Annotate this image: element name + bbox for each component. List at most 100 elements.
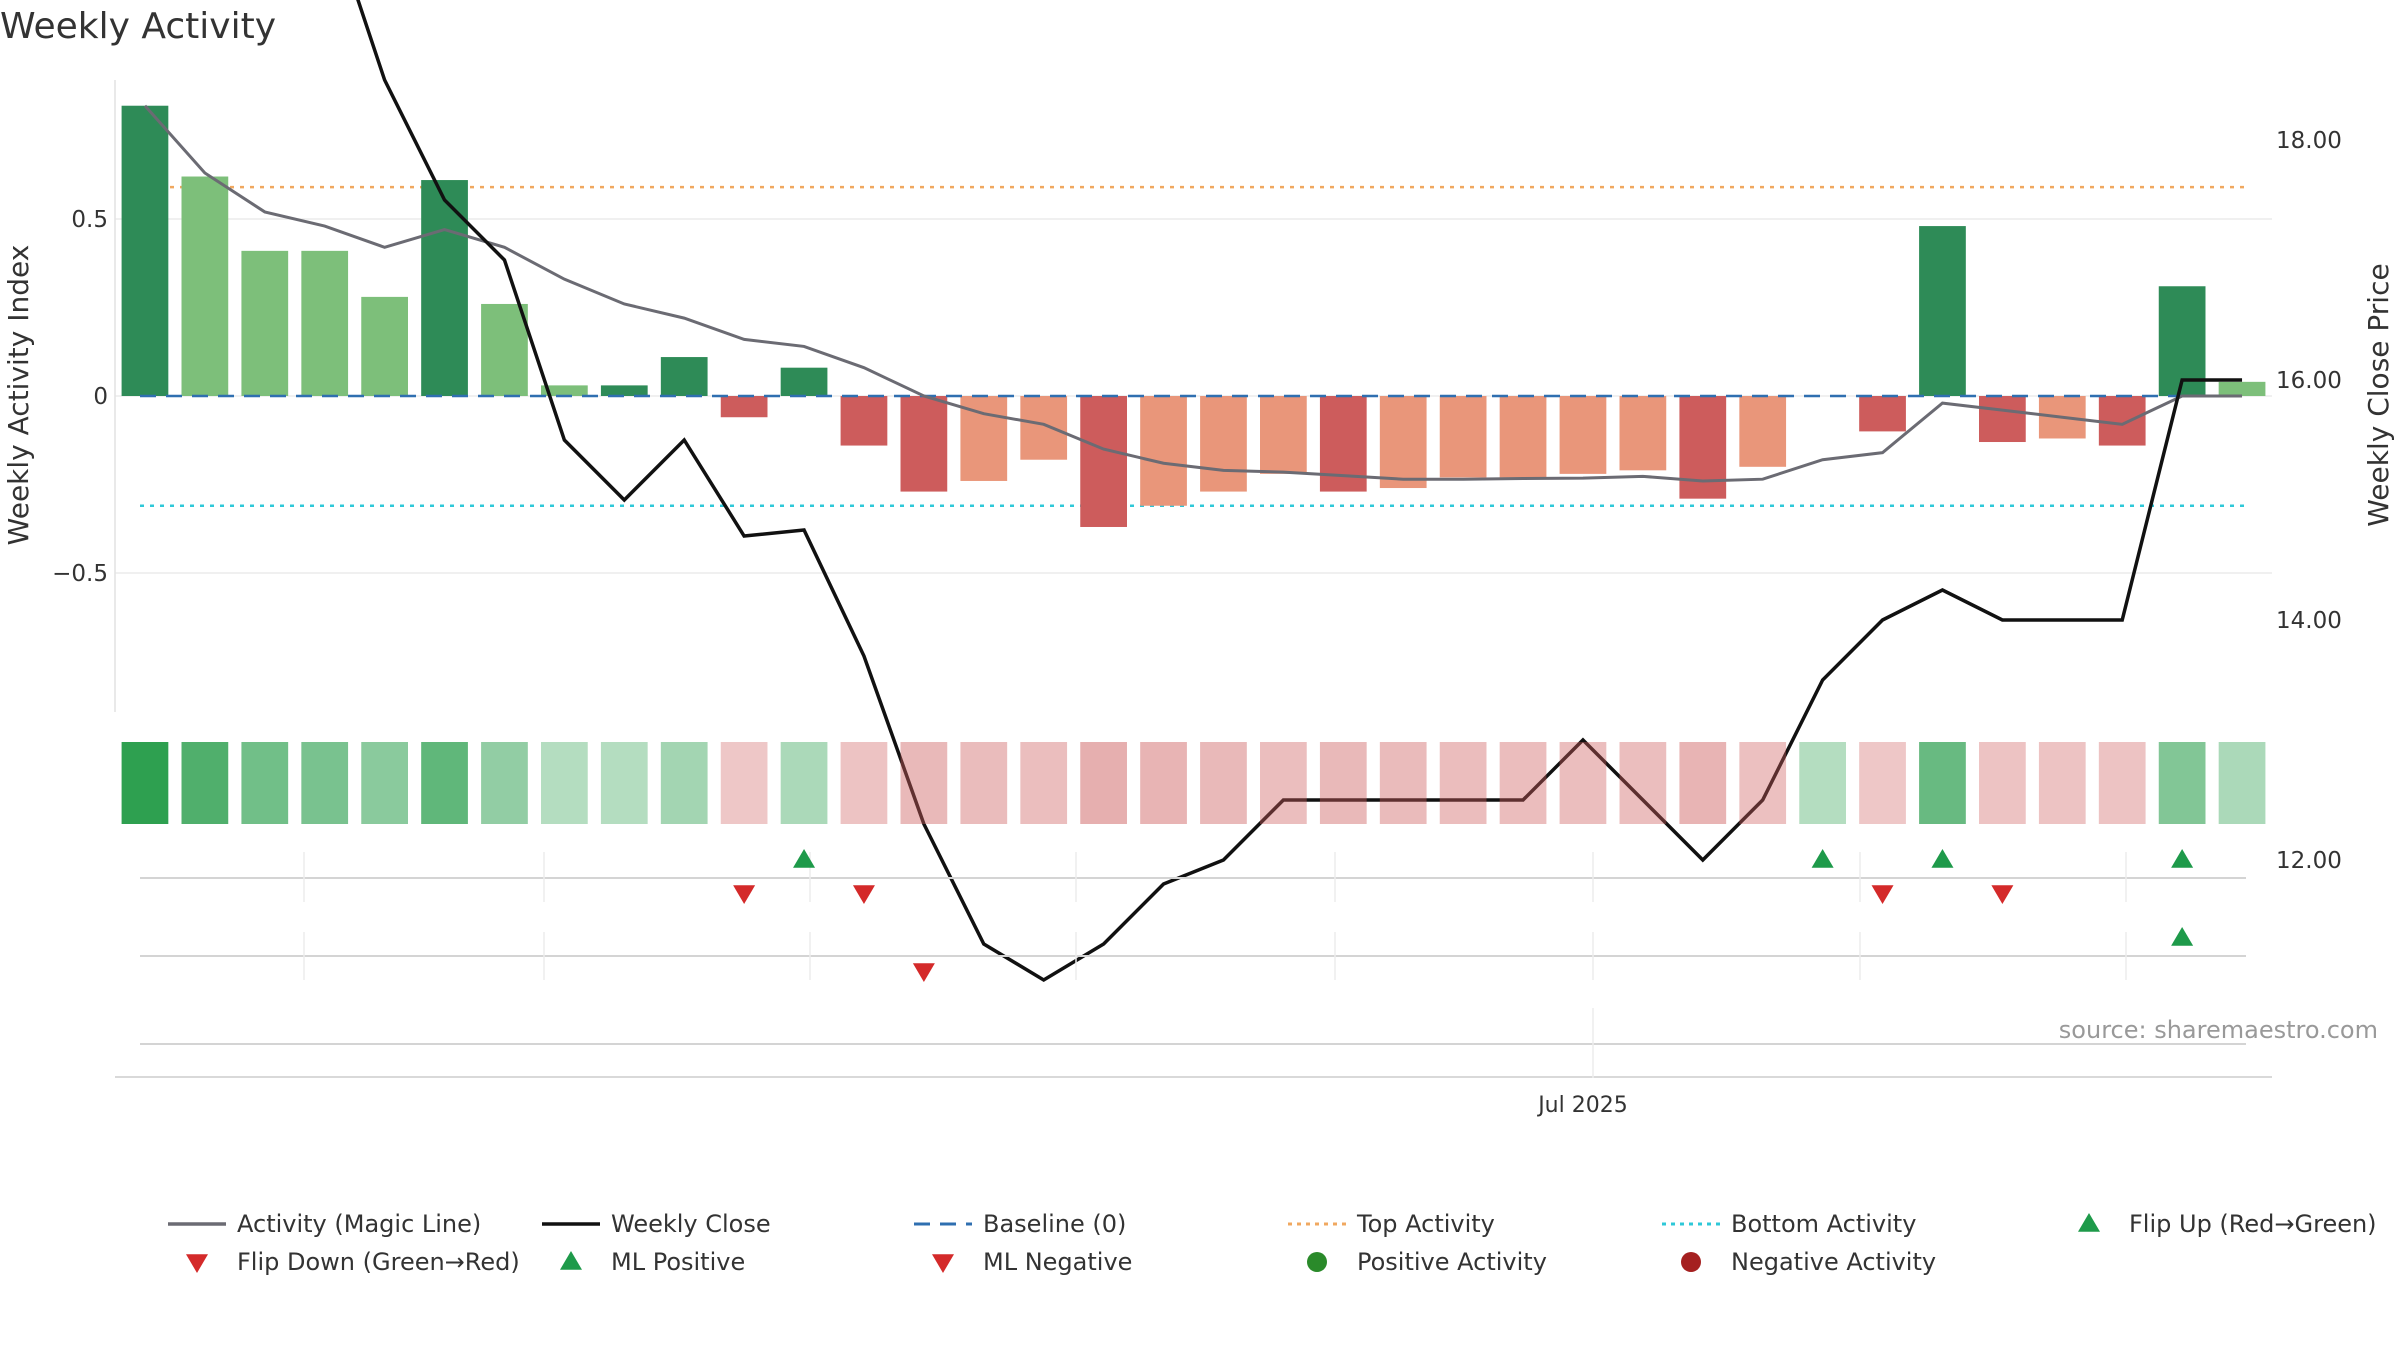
heat-strip-cell [2098, 742, 2146, 824]
heat-strip-cell [960, 742, 1008, 824]
activity-bar [1619, 396, 1667, 471]
activity-bar [181, 176, 229, 396]
heat-strip-cell [1020, 742, 1068, 824]
heat-strip-cell [2038, 742, 2086, 824]
activity-bar [2158, 286, 2206, 396]
heat-strip-cell [1140, 742, 1187, 824]
legend-label: Top Activity [1356, 1210, 1495, 1238]
heat-strip-cell [1919, 742, 1966, 824]
legend-label: ML Positive [611, 1248, 745, 1276]
heat-strip-cell [1319, 742, 1367, 824]
heat-strip-cell [1260, 742, 1307, 824]
heat-strip-cell [121, 742, 169, 824]
legend-label: Positive Activity [1357, 1248, 1547, 1276]
heat-strip-cell [481, 742, 528, 824]
activity-bar [1979, 396, 2026, 443]
heat-strip-cell [1379, 742, 1427, 824]
activity-bar [1200, 396, 1247, 492]
heat-strip-cell [361, 742, 408, 824]
legend-label: Flip Up (Red→Green) [2129, 1210, 2377, 1238]
right-axis-label: Weekly Close Price [2362, 263, 2395, 526]
legend-label: Flip Down (Green→Red) [237, 1248, 520, 1276]
heat-strip-cell [2218, 742, 2266, 824]
legend-swatch [2078, 1213, 2100, 1232]
activity-bar [481, 303, 528, 396]
heat-strip-cell [541, 742, 588, 824]
flip-up-marker [793, 849, 816, 868]
chart-title: Weekly Activity [0, 6, 276, 47]
bars-layer [121, 105, 2266, 527]
heat-strip-cell [1080, 742, 1127, 824]
legend-swatch [560, 1251, 582, 1270]
heat-strip-cell [181, 742, 229, 824]
activity-bar [1020, 396, 1068, 460]
activity-bar [361, 296, 408, 396]
activity-bar [1080, 396, 1127, 527]
heat-strip-cell [660, 742, 708, 824]
activity-bar [241, 250, 289, 396]
heat-strip-cell [1439, 742, 1487, 824]
heat-strip-cell [1619, 742, 1667, 824]
left-tick-label: −0.5 [52, 561, 108, 587]
left-tick-label: 0.5 [71, 207, 108, 233]
flip-up-marker [1931, 849, 1954, 868]
legend-swatch [1307, 1252, 1327, 1272]
source-note: source: sharemaestro.com [2059, 1016, 2378, 1044]
legend-label: Negative Activity [1731, 1248, 1936, 1276]
legend-label: Bottom Activity [1731, 1210, 1916, 1238]
legend-label: Activity (Magic Line) [237, 1210, 481, 1238]
activity-bar [1499, 396, 1547, 478]
heat-strip-cell [1200, 742, 1247, 824]
activity-bar [421, 180, 468, 396]
activity-bar [2218, 381, 2266, 396]
activity-bar [1260, 396, 1307, 474]
activity-bar [600, 385, 648, 396]
activity-bar [1559, 396, 1607, 474]
heat-strip-cell [780, 742, 828, 824]
legend-layer: Activity (Magic Line) Weekly Close Baselin… [168, 1210, 2377, 1276]
heat-strip-cell [1679, 742, 1727, 824]
activity-bar [780, 367, 828, 396]
right-tick-label: 16.00 [2276, 368, 2342, 394]
heat-strip-cell [421, 742, 468, 824]
heat-strip-layer [121, 742, 2266, 824]
heat-strip-cell [241, 742, 289, 824]
flip-down-marker [733, 885, 756, 904]
right-tick-label: 14.00 [2276, 608, 2342, 634]
legend-swatch [186, 1254, 208, 1273]
activity-bar [541, 385, 588, 396]
flip-down-marker [1871, 885, 1894, 904]
legend-label: Baseline (0) [983, 1210, 1126, 1238]
heat-strip-cell [1799, 742, 1846, 824]
heat-strip-cell [301, 742, 349, 824]
ml-positive-marker [2171, 927, 2194, 946]
activity-bar [900, 396, 948, 492]
magic-line [143, 104, 2243, 483]
heat-strip-cell [1739, 742, 1787, 824]
heat-strip-cell [720, 742, 768, 824]
activity-bar [1379, 396, 1427, 489]
heat-strip-cell [1559, 742, 1607, 824]
flip-down-marker [1991, 885, 2014, 904]
heat-strip-cell [840, 742, 888, 824]
grid-layer [114, 80, 2272, 1078]
left-axis-label: Weekly Activity Index [2, 245, 35, 546]
ml-negative-marker [912, 963, 935, 982]
heat-strip-cell [1979, 742, 2026, 824]
markers-layer [140, 849, 2246, 1078]
legend-label: Weekly Close [611, 1210, 771, 1238]
activity-bar [121, 105, 169, 396]
heat-strip-cell [1859, 742, 1906, 824]
activity-bar [301, 250, 349, 396]
activity-bar [1679, 396, 1727, 499]
legend-label: ML Negative [983, 1248, 1132, 1276]
activity-bar [2098, 396, 2146, 446]
flip-down-marker [852, 885, 875, 904]
activity-bar [720, 396, 768, 418]
activity-bar [660, 357, 708, 396]
heat-strip-cell [1499, 742, 1547, 824]
left-tick-label: 0 [93, 384, 108, 410]
